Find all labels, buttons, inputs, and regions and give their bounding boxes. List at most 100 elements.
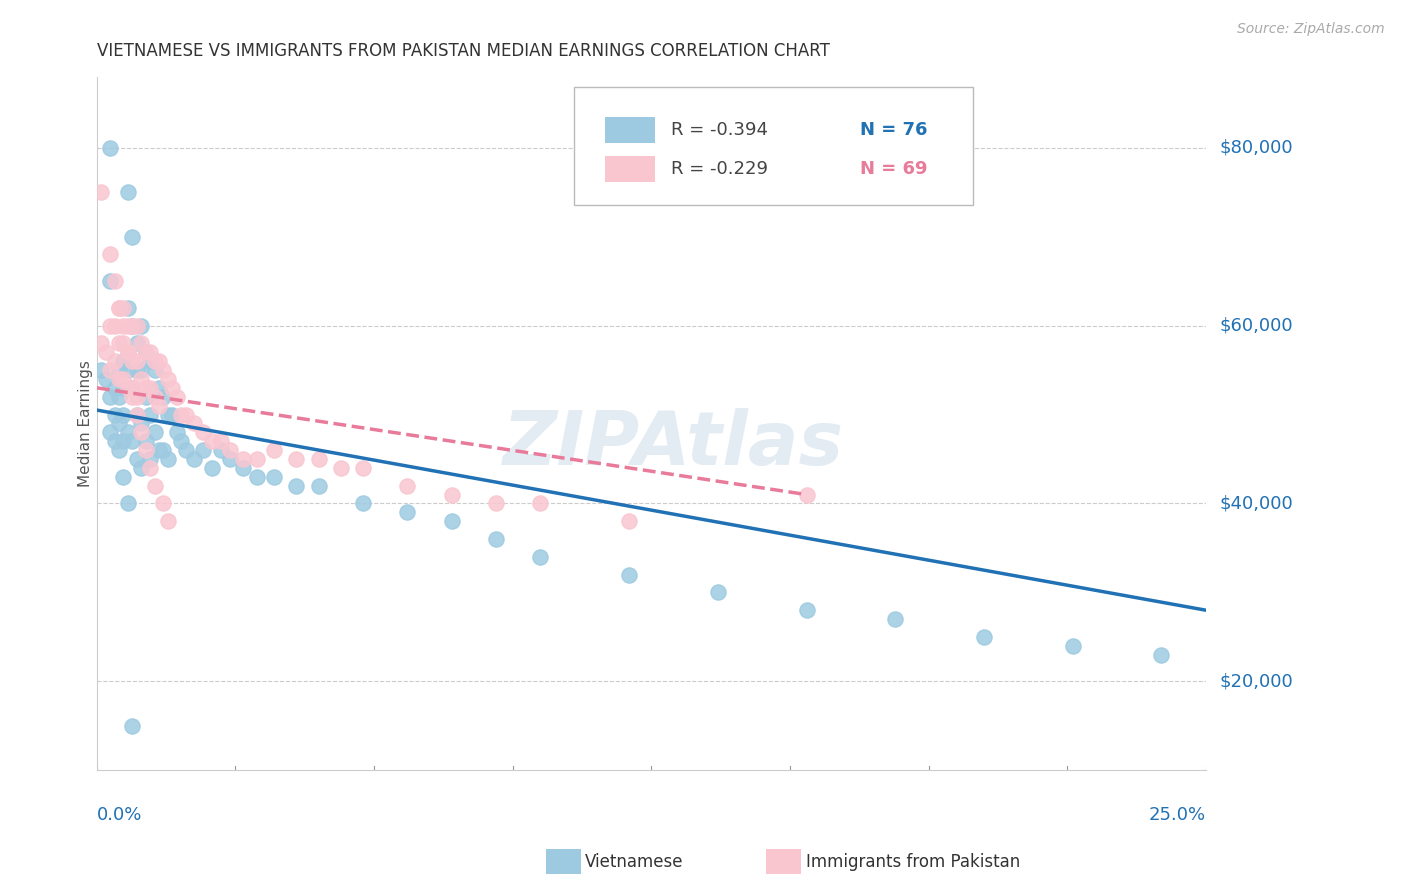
Point: [117, 345, 139, 359]
Point: [112, 354, 135, 368]
Point: [170, 434, 193, 449]
Point: [152, 363, 174, 377]
Point: [174, 408, 197, 422]
Point: [440, 514, 463, 528]
Point: [139, 408, 162, 422]
Point: [193, 443, 215, 458]
Point: [263, 470, 285, 484]
Point: [125, 363, 148, 377]
Point: [139, 345, 162, 359]
Point: [352, 461, 374, 475]
Point: [285, 452, 308, 467]
Point: [352, 496, 374, 510]
Point: [117, 185, 139, 199]
Point: [219, 443, 242, 458]
Point: [112, 381, 135, 395]
Point: [108, 417, 131, 431]
Point: [104, 434, 127, 449]
Point: [129, 363, 152, 377]
Point: [143, 478, 166, 492]
Point: [121, 719, 143, 733]
Point: [973, 630, 995, 644]
Point: [98, 247, 121, 261]
Point: [245, 470, 267, 484]
Point: [174, 443, 197, 458]
Point: [98, 274, 121, 288]
Point: [219, 452, 242, 467]
Point: [245, 452, 267, 467]
Point: [135, 381, 157, 395]
Point: [104, 274, 127, 288]
Point: [117, 425, 139, 440]
Point: [121, 381, 143, 395]
Point: [183, 452, 205, 467]
Text: $60,000: $60,000: [1219, 317, 1292, 334]
Point: [796, 603, 818, 617]
Point: [121, 434, 143, 449]
Text: ZIPAtlas: ZIPAtlas: [503, 408, 844, 481]
Point: [148, 399, 170, 413]
Point: [135, 434, 157, 449]
Point: [108, 372, 131, 386]
Point: [162, 408, 184, 422]
Point: [98, 390, 121, 404]
Bar: [605, 117, 655, 144]
Text: Vietnamese: Vietnamese: [585, 853, 683, 871]
Point: [112, 318, 135, 333]
Point: [121, 229, 143, 244]
Point: [148, 443, 170, 458]
Point: [396, 478, 419, 492]
Point: [485, 532, 508, 546]
Point: [104, 354, 127, 368]
Point: [117, 318, 139, 333]
Point: [485, 496, 508, 510]
Point: [152, 390, 174, 404]
Bar: [605, 156, 655, 182]
Point: [129, 425, 152, 440]
Point: [112, 408, 135, 422]
Point: [166, 390, 188, 404]
Point: [529, 549, 551, 564]
Text: $80,000: $80,000: [1219, 139, 1292, 157]
Point: [117, 496, 139, 510]
Point: [617, 514, 640, 528]
Text: Immigrants from Pakistan: Immigrants from Pakistan: [806, 853, 1019, 871]
Point: [125, 390, 148, 404]
Point: [1062, 639, 1084, 653]
Point: [308, 452, 330, 467]
Text: R = -0.394: R = -0.394: [671, 121, 768, 139]
Point: [440, 487, 463, 501]
Point: [152, 496, 174, 510]
Point: [129, 372, 152, 386]
Point: [129, 461, 152, 475]
Point: [104, 318, 127, 333]
Point: [117, 345, 139, 359]
Point: [156, 514, 179, 528]
Point: [125, 336, 148, 351]
Point: [108, 363, 131, 377]
Text: N = 76: N = 76: [860, 121, 928, 139]
Point: [156, 452, 179, 467]
Point: [156, 372, 179, 386]
Point: [117, 301, 139, 315]
Point: [148, 354, 170, 368]
Point: [112, 470, 135, 484]
Point: [117, 363, 139, 377]
Point: [98, 425, 121, 440]
Text: 25.0%: 25.0%: [1149, 805, 1206, 824]
Text: $20,000: $20,000: [1219, 673, 1292, 690]
Point: [135, 345, 157, 359]
Point: [121, 318, 143, 333]
Point: [98, 318, 121, 333]
Point: [94, 345, 117, 359]
Point: [183, 417, 205, 431]
Text: Source: ZipAtlas.com: Source: ZipAtlas.com: [1237, 22, 1385, 37]
Point: [232, 452, 254, 467]
Point: [108, 336, 131, 351]
Point: [884, 612, 907, 626]
Point: [117, 381, 139, 395]
Point: [135, 390, 157, 404]
Point: [129, 417, 152, 431]
Point: [162, 381, 184, 395]
Point: [90, 185, 112, 199]
